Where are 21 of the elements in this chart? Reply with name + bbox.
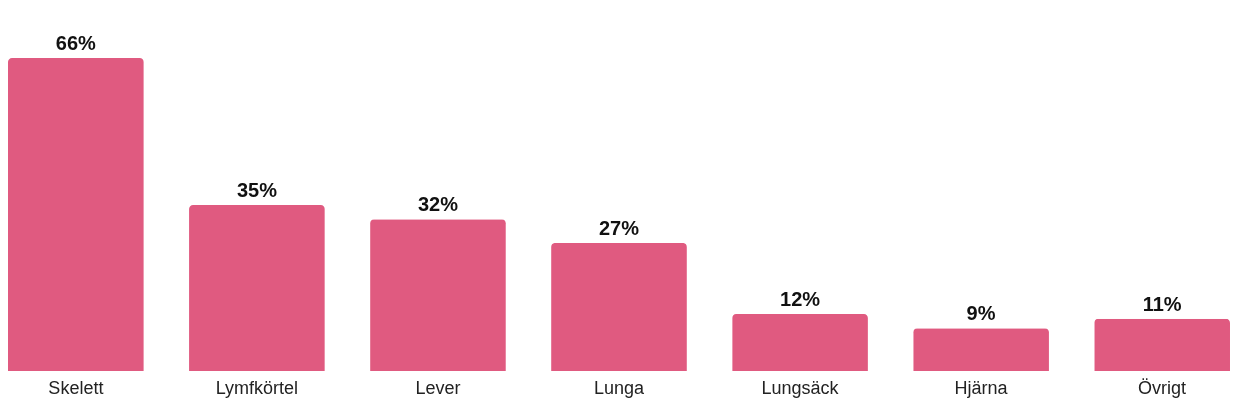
data-label: 9% [966, 302, 996, 325]
bar [8, 58, 144, 371]
x-tick-label: Skelett [48, 377, 104, 398]
data-label: 66% [55, 32, 97, 54]
x-tick-label: Lungsäck [761, 377, 840, 398]
bar [551, 242, 687, 371]
data-label: 27% [598, 216, 640, 239]
x-tick-label: Lunga [593, 377, 646, 398]
x-tick-label: Hjärna [954, 377, 1009, 398]
x-tick-label: Övrigt [1138, 377, 1187, 398]
bar [189, 205, 325, 371]
data-label: 12% [780, 288, 821, 311]
data-label: 11% [1142, 292, 1182, 315]
x-tick-label: Lymfkörtel [215, 377, 299, 398]
bar [370, 219, 506, 371]
x-tick-label: Lever [415, 377, 461, 398]
data-label: 35% [236, 179, 278, 202]
data-label: 32% [417, 193, 459, 216]
bar [1094, 318, 1230, 371]
bar [913, 328, 1049, 371]
bar [732, 314, 868, 371]
